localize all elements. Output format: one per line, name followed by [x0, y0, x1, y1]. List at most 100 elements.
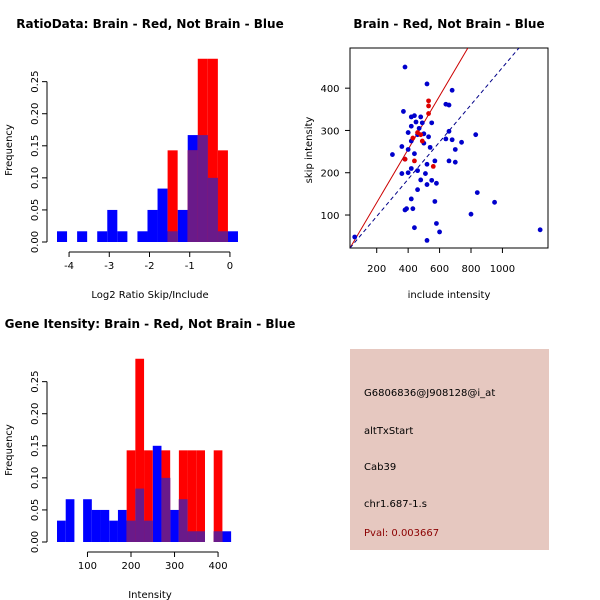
info-probe-id: G6806836@J908128@i_at [364, 388, 495, 399]
bar-brain-11 [167, 150, 178, 242]
bar-overlap-14 [197, 135, 208, 242]
bar-overlap-15 [207, 177, 218, 242]
point-not-brain-49 [492, 199, 497, 205]
point-not-brain-2 [449, 87, 455, 93]
y-tick-label: 100 [320, 211, 339, 222]
bar-overlap-8 [126, 520, 136, 542]
point-not-brain-8 [408, 114, 414, 120]
bar-overlap-18 [213, 531, 223, 542]
bar-not-brain-1 [65, 499, 75, 542]
bar-brain-15 [187, 450, 197, 542]
point-not-brain-52 [468, 211, 474, 217]
point-not-brain-40 [423, 171, 428, 176]
point-not-brain-35 [424, 161, 430, 167]
x-tick-label: 400 [209, 561, 228, 572]
ratio-histogram-ylabel: Frequency [4, 124, 15, 176]
y-tick-label: 0.10 [30, 167, 41, 189]
x-tick-label: -3 [104, 261, 114, 272]
bar-not-brain-7 [117, 509, 127, 542]
bar-not-brain-0 [57, 231, 68, 242]
scatter-panel: Brain - Red, Not Brain - Blue 200 400 600 8… [304, 17, 549, 301]
intensity-histogram-ylabel: Frequency [4, 424, 15, 476]
bar-not-brain-8 [137, 231, 148, 242]
point-not-brain-41 [418, 177, 424, 183]
x-tick-label: 800 [461, 264, 480, 275]
bar-not-brain-5 [100, 509, 110, 542]
intensity-histogram-title: Gene Itensity: Brain - Red, Not Brain - … [5, 317, 296, 331]
point-not-brain-13 [416, 125, 422, 131]
point-not-brain-42 [429, 177, 435, 183]
bar-brain-8 [126, 450, 136, 542]
point-not-brain-45 [415, 187, 420, 193]
x-tick-label: 0 [227, 261, 233, 272]
point-not-brain-59 [537, 227, 543, 233]
y-tick-label: 200 [320, 169, 339, 180]
intensity-histogram-y-axis: 0.00 0.05 0.10 0.15 0.20 0.25 [30, 371, 48, 553]
scatter-title: Brain - Red, Not Brain - Blue [353, 17, 544, 31]
point-not-brain-30 [412, 151, 417, 157]
bar-not-brain-5 [107, 209, 118, 242]
bar-not-brain-19 [222, 531, 232, 542]
y-tick-label: 0.05 [30, 199, 41, 221]
point-not-brain-7 [418, 114, 424, 120]
scatter-reference-lines [350, 48, 520, 248]
point-not-brain-54 [434, 221, 439, 226]
y-tick-label: 0.20 [30, 403, 41, 425]
ratio-histogram-title: RatioData: Brain - Red, Not Brain - Blue [16, 17, 283, 31]
point-brain-5 [410, 135, 416, 141]
bar-overlap-13 [187, 150, 198, 242]
point-not-brain-34 [452, 159, 458, 165]
x-tick-label: 200 [121, 561, 140, 572]
point-not-brain-11 [429, 120, 435, 126]
x-tick-label: 100 [78, 561, 97, 572]
point-not-brain-16 [405, 130, 411, 135]
point-not-brain-26 [405, 147, 411, 152]
point-not-brain-44 [424, 182, 430, 187]
point-brain-2 [426, 111, 431, 116]
point-not-brain-36 [408, 166, 414, 171]
point-not-brain-55 [412, 225, 417, 231]
point-not-brain-25 [399, 144, 405, 149]
x-tick-label: 600 [430, 264, 449, 275]
info-event-type: altTxStart [364, 426, 413, 437]
bar-not-brain-4 [91, 509, 101, 542]
point-brain-8 [412, 158, 417, 164]
point-not-brain-14 [446, 128, 452, 134]
x-tick-label: 1000 [490, 264, 515, 275]
x-tick-label: 400 [399, 264, 418, 275]
point-not-brain-58 [352, 234, 358, 240]
bar-overlap-10 [144, 520, 153, 542]
bar-not-brain-2 [77, 231, 88, 242]
ratio-histogram-panel: RatioData: Brain - Red, Not Brain - Blue… [4, 17, 284, 301]
y-tick-label: 0.05 [30, 499, 41, 521]
bar-not-brain-13 [170, 509, 179, 542]
point-not-brain-39 [399, 171, 405, 176]
bar-not-brain-12 [177, 209, 188, 242]
point-not-brain-56 [437, 229, 442, 235]
point-not-brain-43 [434, 180, 439, 186]
x-tick-label: -2 [145, 261, 155, 272]
bar-brain-9 [135, 358, 145, 542]
point-not-brain-46 [474, 190, 480, 196]
x-tick-label: -1 [185, 261, 195, 272]
point-not-brain-47 [408, 196, 414, 202]
bar-brain-15 [207, 58, 218, 242]
bar-brain-18 [213, 450, 223, 542]
scatter-y-axis: 100 200 300 400 [320, 84, 350, 222]
point-not-brain-19 [426, 134, 431, 140]
info-gene: Cab39 [364, 462, 396, 473]
point-not-brain-33 [446, 158, 452, 164]
point-not-brain-20 [443, 136, 449, 142]
bar-brain-10 [144, 450, 153, 542]
bar-overlap-9 [135, 488, 145, 542]
scatter-xlabel: include intensity [408, 290, 491, 301]
bar-not-brain-4 [97, 231, 108, 242]
bar-brain-14 [178, 450, 188, 542]
intensity-histogram-panel: Gene Itensity: Brain - Red, Not Brain - … [4, 317, 295, 600]
bar-not-brain-6 [117, 231, 128, 242]
point-not-brain-27 [427, 144, 433, 150]
ratio-histogram-xlabel: Log2 Ratio Skip/Include [91, 290, 208, 301]
point-brain-1 [426, 103, 431, 109]
point-not-brain-28 [452, 147, 458, 152]
